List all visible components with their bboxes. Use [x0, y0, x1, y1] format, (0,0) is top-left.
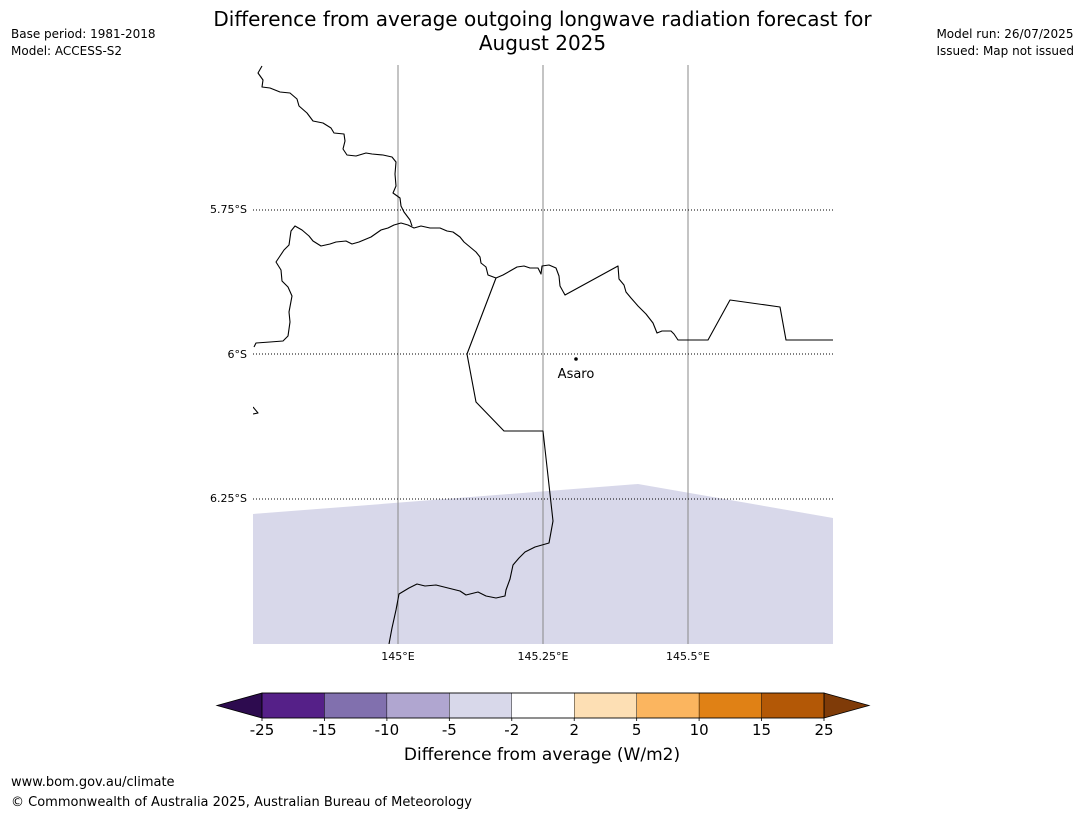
colorbar-label: Difference from average (W/m2): [403, 745, 681, 765]
longitude-gridlines: [397, 65, 689, 644]
lat-label-6s: 6°S: [228, 348, 247, 361]
colorbar-segment: [636, 692, 700, 719]
lon-label-145-25e: 145.25°E: [518, 650, 569, 663]
colorbar-segment: [449, 692, 512, 719]
colorbar-segment: [511, 692, 575, 719]
colorbar-tick-label: -2: [504, 721, 519, 739]
map-title: Difference from average outgoing longwav…: [150, 7, 935, 55]
place-label-asaro: Asaro: [558, 367, 595, 382]
colorbar-segment: [386, 692, 450, 719]
colorbar-segment: [574, 692, 637, 719]
lon-label-145-5e: 145.5°E: [666, 650, 710, 663]
model-run: Model run: 26/07/2025: [936, 27, 1074, 41]
colorbar-over-arrow: [823, 692, 871, 719]
colorbar-under-arrow: [215, 692, 263, 719]
lat-label-6-25s: 6.25°S: [210, 492, 247, 505]
colorbar-tick-label: -25: [250, 721, 275, 739]
border-south: [388, 277, 554, 644]
footer-url[interactable]: www.bom.gov.au/climate: [11, 775, 175, 790]
colorbar-tick-label: -10: [375, 721, 400, 739]
colorbar-segment: [761, 692, 825, 719]
colorbar-tick-label: -15: [312, 721, 337, 739]
border-north-west: [257, 65, 413, 227]
colorbar-tick-label: 15: [752, 721, 771, 739]
border-fragment: [253, 406, 259, 415]
issued-status: Issued: Map not issued: [936, 44, 1074, 58]
colorbar-tick-label: 10: [690, 721, 709, 739]
asaro-marker: [574, 357, 578, 361]
model-name: Model: ACCESS-S2: [11, 44, 123, 58]
latitude-gridlines: [253, 209, 833, 500]
meta-right: Model run: 26/07/2025 Issued: Map not is…: [936, 26, 1074, 60]
colorbar-segment: [698, 692, 762, 719]
colorbar-segment: [261, 692, 325, 719]
base-period: Base period: 1981-2018: [11, 27, 156, 41]
colorbar-frame: [261, 692, 825, 719]
colorbar-tick-label: -5: [442, 721, 457, 739]
colorbar: -25 -15 -10 -5 -2 2 5 10 15 25: [215, 692, 871, 739]
footer-copyright: © Commonwealth of Australia 2025, Austra…: [11, 795, 472, 810]
lon-label-145e: 145°E: [381, 650, 414, 663]
colorbar-tick-label: 25: [814, 721, 833, 739]
colorbar-tick-label: 2: [569, 721, 579, 739]
lat-label-5-75s: 5.75°S: [210, 203, 247, 216]
colorbar-segment: [324, 692, 388, 719]
title-line-2: August 2025: [478, 31, 607, 55]
title-line-1: Difference from average outgoing longwav…: [213, 7, 872, 31]
border-central: [253, 222, 833, 348]
meta-left: Base period: 1981-2018 Model: ACCESS-S2: [11, 26, 156, 60]
colorbar-tick-label: 5: [632, 721, 642, 739]
